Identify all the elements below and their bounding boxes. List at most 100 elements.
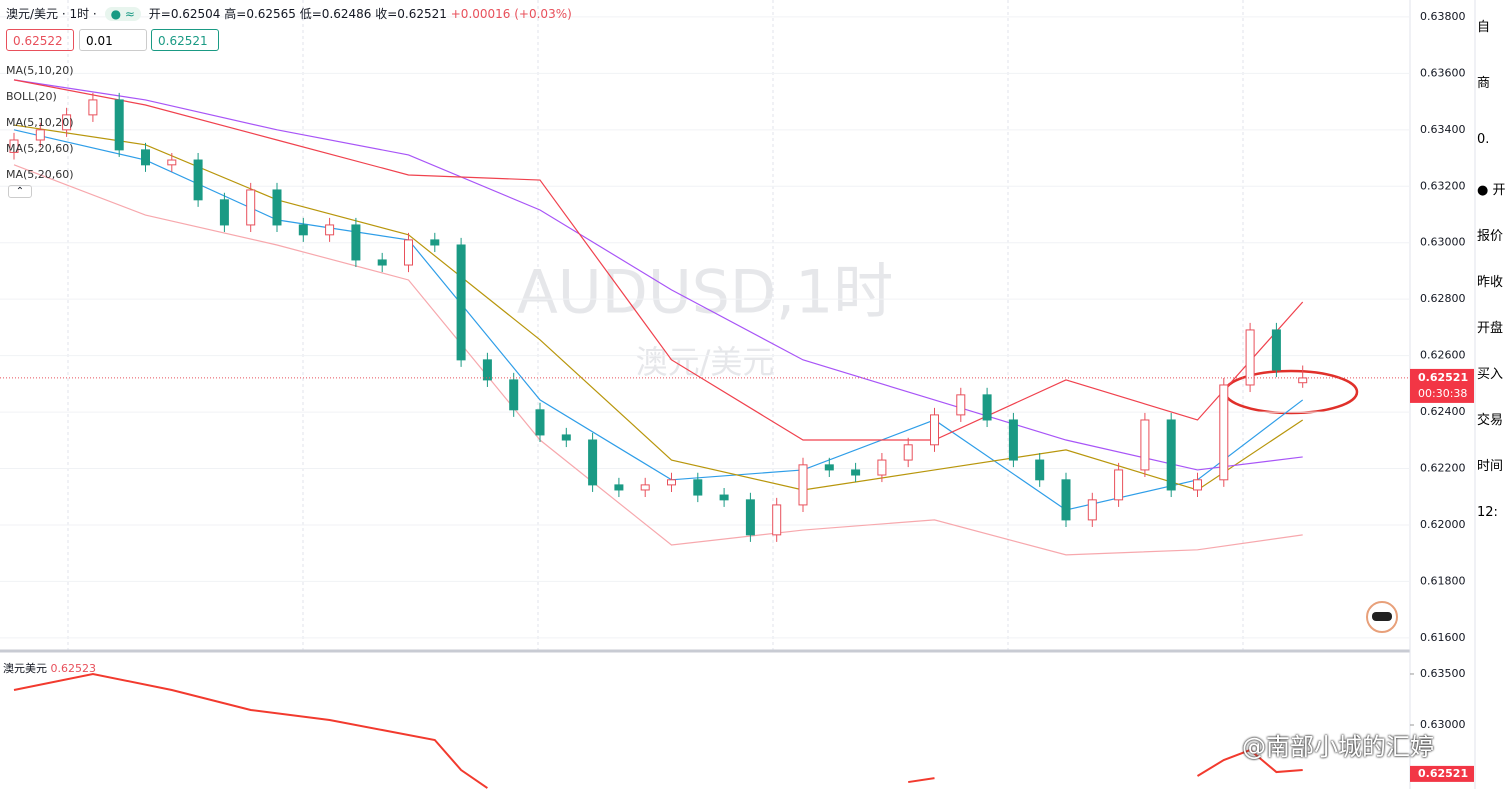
candle-body [640, 484, 650, 491]
buy-button[interactable]: 0.62521 [151, 29, 219, 51]
y-tick-label: 0.63000 [1420, 718, 1466, 731]
spread: 0.01 [79, 29, 147, 51]
candle-body [851, 469, 861, 476]
candle-body [272, 189, 282, 226]
candle-body [930, 414, 939, 446]
indicator-line [13, 79, 1303, 471]
candle-body [956, 394, 966, 416]
y-tick-label: 0.62000 [1420, 518, 1466, 531]
sidebar: 自商 0. ● 开报价 昨收 开盘 买入 交易 时间 12: [1477, 0, 1511, 789]
legend-item: MA(5,20,60) [6, 168, 74, 181]
candle-body [35, 129, 45, 141]
candle-body [693, 479, 703, 496]
header: 澳元/美元 · 1时 · ● ≈ 开=0.62504 高=0.62565 低=0… [6, 5, 572, 22]
candle-body [482, 359, 492, 381]
sidebar-text: 交易 [1477, 413, 1504, 428]
y-tick-label: 0.63600 [1420, 66, 1466, 79]
indicator-line [13, 164, 1303, 556]
candle-body [325, 224, 335, 236]
y-tick-label: 0.61800 [1420, 574, 1466, 587]
candle-body [561, 434, 571, 441]
legend: MA(5,10,20) BOLL(20) MA(5,10,20) MA(5,20,60… [6, 58, 74, 188]
candle-body [88, 99, 98, 116]
sub-label: 澳元美元 [3, 662, 47, 675]
legend-item: MA(5,10,20) [6, 64, 74, 77]
candle-body [62, 114, 72, 131]
last-label: 0.62521 [1418, 767, 1468, 780]
sell-button[interactable]: 0.62522 [6, 29, 74, 51]
candle-body [1271, 329, 1281, 371]
candle-body [824, 464, 834, 471]
sidebar-text: 买入 [1477, 367, 1504, 382]
candle-body [745, 499, 755, 536]
sidebar-text: 报价 [1477, 229, 1504, 244]
change: +0.00016 (+0.03%) [450, 7, 572, 21]
sidebar-text: 商 [1477, 76, 1491, 91]
symbol[interactable]: 澳元/美元 · 1时 · [6, 7, 97, 21]
y-tick-label: 0.62400 [1420, 405, 1466, 418]
candle-body [772, 504, 782, 536]
candle-body [877, 459, 887, 476]
candle-body [588, 439, 598, 486]
sidebar-text: 自 [1477, 20, 1491, 35]
candle-body [1193, 479, 1202, 491]
sidebar-text: 开盘 [1477, 321, 1504, 336]
collapse-button[interactable]: ⌃ [8, 185, 32, 198]
watermark-title: AUDUSD,1时 [517, 258, 894, 328]
candle-body [1061, 479, 1071, 521]
candle-body [509, 379, 519, 411]
line [13, 672, 1303, 789]
countdown: 00:30:38 [1418, 387, 1467, 400]
float-icon [1372, 612, 1392, 621]
y-tick-label: 0.63000 [1420, 236, 1466, 249]
candle-body [1008, 419, 1018, 461]
sidebar-text: 昨收 [1477, 275, 1504, 290]
candle-body [1245, 329, 1255, 386]
y-tick-label: 0.63500 [1420, 667, 1466, 680]
vertical-grid [67, 0, 1244, 650]
candle-body [1087, 499, 1097, 521]
candle-body [667, 479, 676, 486]
ohlc: 开=0.62504 高=0.62565 低=0.62486 收=0.62521 [148, 7, 447, 21]
watermark: @南部小城的汇婷 [1242, 733, 1434, 761]
legend-item: MA(5,20,60) [6, 142, 74, 155]
candle-body [456, 244, 466, 361]
sidebar-text: 0. [1477, 132, 1490, 147]
candle-body [193, 159, 203, 201]
candle-body [298, 224, 308, 236]
status-badge: ● ≈ [104, 7, 141, 21]
candle-body [1219, 384, 1229, 481]
candle-body [114, 99, 124, 151]
candle-body [719, 494, 729, 501]
candle-body [535, 409, 545, 436]
y-tick-label: 0.62600 [1420, 349, 1466, 362]
candle-body [404, 239, 413, 266]
candle-body [167, 159, 177, 166]
price-label: 0.62521 [1418, 371, 1468, 384]
y-tick-label: 0.61600 [1420, 631, 1466, 644]
candle-body [141, 149, 150, 166]
candle-body [903, 444, 913, 461]
sub-legend: 澳元美元 0.62523 [3, 660, 96, 676]
y-tick-label: 0.63400 [1420, 123, 1466, 136]
watermark-subtitle: 澳元/美元 [636, 343, 775, 381]
indicator-line [13, 124, 1304, 491]
candle-body [1035, 459, 1045, 481]
y-tick-label: 0.62200 [1420, 462, 1466, 475]
candle-body [982, 394, 992, 421]
candle-body [351, 224, 361, 261]
candle-body [1140, 419, 1150, 471]
candle-body [798, 464, 808, 506]
y-tick-label: 0.63200 [1420, 179, 1466, 192]
last-tag [1410, 765, 1474, 782]
indicator-line [13, 79, 1304, 441]
legend-item: BOLL(20) [6, 90, 57, 103]
candle-body [1114, 469, 1124, 501]
sub-last: 0.62523 [50, 662, 97, 675]
candle-body [246, 189, 256, 226]
candle-body [9, 139, 19, 153]
candle-body [1166, 419, 1176, 491]
legend-item: MA(5,10,20) [6, 116, 74, 129]
